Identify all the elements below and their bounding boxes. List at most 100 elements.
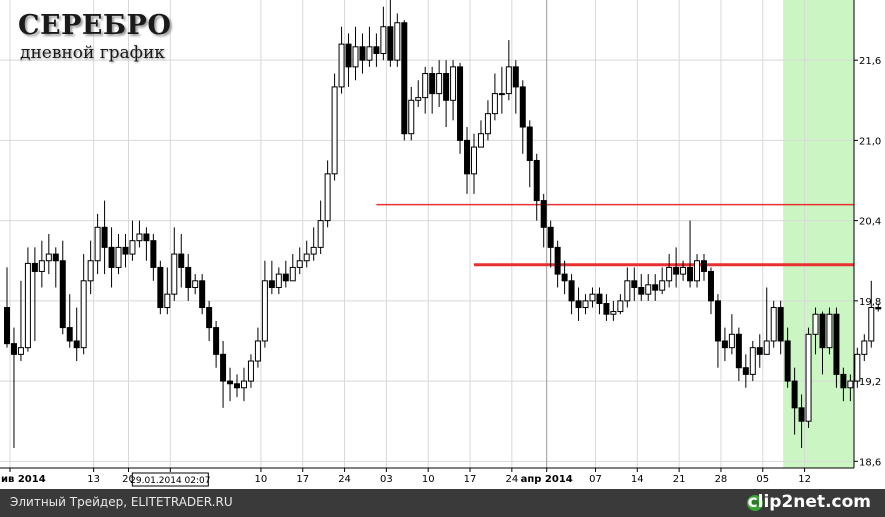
candle-body (331, 86, 338, 175)
x-tick-label: апр 2014 (521, 474, 573, 485)
candle-body (52, 253, 59, 262)
candle-body (282, 273, 289, 282)
candle-body (735, 333, 742, 369)
candle-body (373, 46, 380, 54)
candle-body (819, 313, 826, 349)
candle-body (680, 266, 687, 275)
candle-body (401, 22, 408, 135)
candle-body (791, 380, 798, 409)
candle-body (624, 280, 631, 302)
candle-body (603, 303, 610, 315)
footer-brand[interactable]: clip2net.com (747, 492, 871, 512)
candle-body (533, 159, 540, 202)
candle-body (491, 93, 498, 115)
candle-body (701, 260, 707, 272)
candle-body (220, 353, 227, 382)
candle-body (784, 340, 791, 382)
plot-background (0, 0, 885, 489)
gridlines (0, 0, 854, 468)
candle-body (254, 340, 261, 362)
candle-body (498, 93, 505, 96)
candle-body (240, 380, 247, 389)
candle-body (4, 307, 10, 345)
x-tick-label: 24 (338, 474, 351, 485)
candle-body (742, 367, 749, 375)
candle-body (296, 260, 303, 268)
chart-title: СЕРЕБРО (18, 10, 172, 41)
candle-body (728, 333, 735, 349)
candle-body (66, 327, 73, 342)
candle-body (213, 327, 220, 355)
candle-body (24, 262, 31, 349)
candle-body (275, 273, 282, 288)
candle-body (59, 260, 66, 329)
candle-body (87, 260, 94, 282)
candle-body (338, 43, 345, 88)
candle-body (310, 246, 317, 255)
x-tick-label: 17 (464, 474, 477, 485)
candle-body (247, 360, 254, 382)
candle-body (714, 300, 721, 342)
candle-body (324, 173, 331, 222)
candle-body (707, 270, 714, 302)
x-tick-label: 24 (505, 474, 518, 485)
candle-body (868, 307, 875, 342)
y-tick-label: 20,4 (859, 217, 881, 228)
candle-body (638, 286, 645, 295)
candle-body (345, 43, 352, 68)
candle-body (450, 66, 457, 101)
candle-body (512, 66, 519, 88)
candle-body (798, 407, 805, 422)
candle-body (387, 26, 394, 61)
candle-body (380, 26, 387, 54)
candle-body (582, 300, 589, 309)
x-tick-label: 10 (422, 474, 435, 485)
candle-body (721, 340, 728, 349)
candle-body (108, 246, 115, 268)
candle-body (317, 220, 324, 248)
candle-body (847, 380, 854, 389)
x-tick-label: 13 (87, 474, 100, 485)
candle-body (94, 226, 101, 262)
candle-body (826, 313, 833, 349)
candle-body (101, 226, 108, 248)
candle-body (589, 293, 596, 302)
candle-body (875, 307, 882, 310)
candle-body (694, 260, 701, 282)
candle-body (477, 133, 484, 148)
candle-body (268, 280, 275, 288)
candle-body (777, 307, 784, 342)
candle-body (749, 347, 756, 375)
candle-body (199, 280, 206, 309)
candle-body (31, 262, 38, 272)
candle-body (303, 253, 310, 262)
candle-body (457, 66, 464, 141)
candle-body (394, 22, 401, 61)
candle-body (470, 146, 477, 175)
candle-body (366, 46, 373, 61)
candle-body (143, 233, 150, 242)
candle-body (561, 273, 568, 282)
candle-body (227, 380, 234, 385)
candle-body (185, 266, 192, 288)
candle-body (192, 280, 199, 288)
candle-body (38, 260, 45, 272)
candle-body (464, 139, 471, 175)
candle-body (422, 73, 429, 99)
candle-body (617, 300, 624, 313)
candle-body (554, 246, 561, 275)
candle-body (652, 284, 659, 291)
candle-body (833, 313, 840, 375)
x-tick-label: 21 (673, 474, 686, 485)
y-tick-label: 19,2 (859, 377, 881, 388)
candle-body (687, 266, 694, 282)
candle-body (540, 200, 547, 228)
candle-body (575, 300, 582, 309)
candle-body (443, 73, 450, 101)
candle-body (150, 240, 157, 268)
candle-body (17, 347, 24, 355)
x-tick-label: 05 (756, 474, 769, 485)
candle-body (122, 246, 129, 255)
candle-body (45, 253, 52, 262)
clip2net-logo-icon (747, 495, 763, 511)
